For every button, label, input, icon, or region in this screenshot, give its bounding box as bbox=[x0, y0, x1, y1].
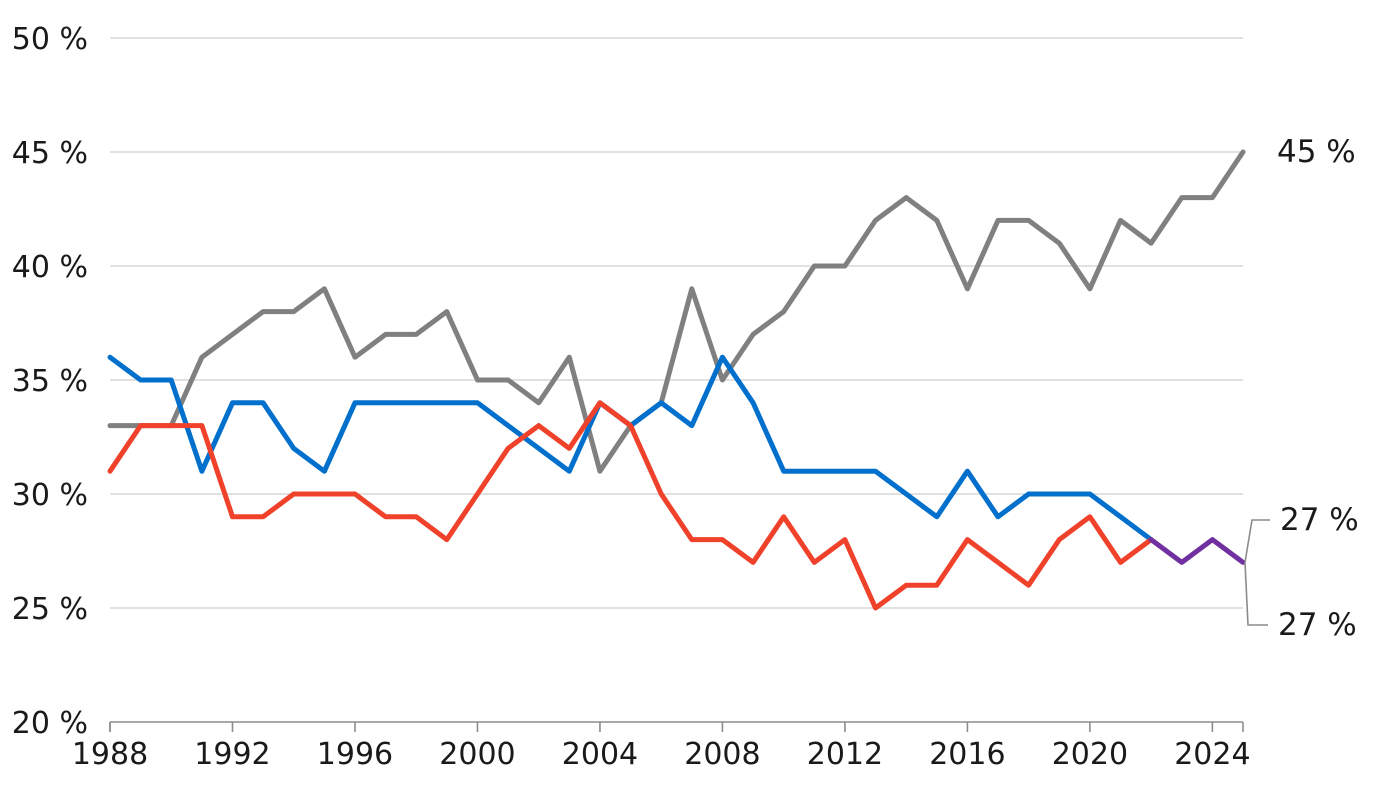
x-tick-label: 2024 bbox=[1174, 737, 1250, 772]
x-tick-label: 2004 bbox=[562, 737, 638, 772]
x-tick-label: 1988 bbox=[72, 737, 148, 772]
y-tick-label: 40 % bbox=[12, 250, 88, 285]
y-tick-label: 30 % bbox=[12, 478, 88, 513]
series-line-3 bbox=[1148, 537, 1246, 565]
series-lines bbox=[107, 149, 1246, 611]
end-label: 27 % bbox=[1280, 502, 1359, 538]
x-tick-label: 2020 bbox=[1052, 737, 1128, 772]
x-tick-label: 2016 bbox=[929, 737, 1005, 772]
series-line-2 bbox=[107, 400, 1154, 611]
leader-line bbox=[1244, 562, 1268, 626]
gridlines bbox=[110, 37, 1243, 609]
x-tick-label: 1992 bbox=[194, 737, 270, 772]
y-tick-label: 25 % bbox=[12, 592, 88, 627]
y-tick-label: 20 % bbox=[12, 706, 88, 741]
x-tick-label: 2008 bbox=[684, 737, 760, 772]
x-tick-label: 1996 bbox=[317, 737, 393, 772]
y-tick-label: 35 % bbox=[12, 364, 88, 399]
end-label: 45 % bbox=[1277, 134, 1356, 170]
x-tick-label: 2012 bbox=[807, 737, 883, 772]
y-tick-label: 45 % bbox=[12, 136, 88, 171]
x-tick-label: 2000 bbox=[439, 737, 515, 772]
series-line-0 bbox=[107, 149, 1246, 474]
end-label: 27 % bbox=[1278, 607, 1357, 643]
leader-line bbox=[1244, 519, 1270, 563]
y-tick-label: 50 % bbox=[12, 22, 88, 57]
axes: 20 % 25 % 30 % 35 % 40 % 45 % 50 % 1988 1992 1996… bbox=[12, 22, 1251, 772]
end-labels: 45 % 27 % 27 % bbox=[1244, 134, 1359, 643]
